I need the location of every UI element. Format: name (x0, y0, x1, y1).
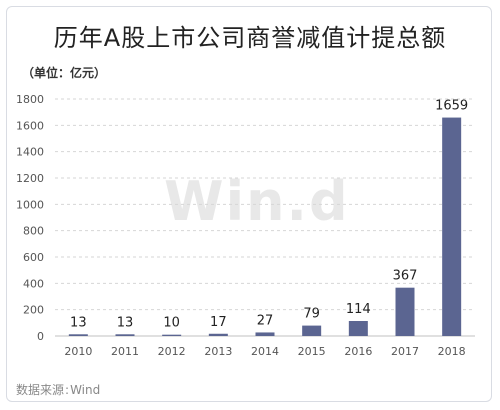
x-tick-label: 2010 (64, 345, 92, 358)
y-tick-label: 600 (23, 251, 44, 264)
bar-2010 (68, 334, 88, 336)
bar-2011 (115, 334, 135, 336)
bar-2014 (255, 332, 275, 336)
data-label: 1659 (435, 99, 468, 114)
y-tick-label: 200 (23, 304, 44, 317)
x-tick-label: 2012 (158, 345, 186, 358)
bar-2016 (348, 320, 368, 336)
source-prefix: 数据来源 (16, 383, 65, 397)
data-source: 数据来源:Wind (16, 381, 100, 398)
x-tick-label: 2014 (251, 345, 279, 358)
source-value: Wind (70, 383, 101, 397)
x-tick-label: 2017 (391, 345, 419, 358)
data-label: 13 (70, 315, 87, 330)
y-tick-label: 1600 (16, 119, 44, 132)
y-tick-label: 1400 (16, 146, 44, 159)
bar-2017 (395, 287, 415, 336)
data-label: 17 (210, 315, 227, 330)
y-tick-label: 0 (37, 330, 44, 343)
x-tick-label: 2015 (298, 345, 326, 358)
bar-2015 (302, 325, 322, 336)
source-colon: : (65, 383, 70, 397)
x-tick-label: 2013 (204, 345, 232, 358)
unit-label: （单位：亿元） (22, 66, 107, 80)
y-tick-label: 400 (23, 277, 44, 290)
watermark-logo: Win.d (164, 170, 350, 233)
x-tick-label: 2018 (438, 345, 466, 358)
y-tick-label: 1800 (16, 93, 44, 106)
chart-title: 历年A股上市公司商誉减值计提总额 (53, 24, 447, 52)
bar-2013 (208, 333, 228, 336)
x-tick-label: 2011 (111, 345, 139, 358)
data-label: 10 (163, 316, 180, 331)
y-tick-label: 800 (23, 225, 44, 238)
data-label: 79 (303, 307, 320, 322)
bar-2018 (442, 117, 462, 336)
data-label: 114 (346, 302, 371, 317)
y-tick-label: 1000 (16, 198, 44, 211)
x-tick-label: 2016 (344, 345, 372, 358)
data-label: 27 (257, 313, 274, 328)
data-label: 367 (393, 269, 418, 284)
data-label: 13 (117, 315, 134, 330)
y-tick-label: 1200 (16, 172, 44, 185)
bar-2012 (162, 334, 182, 336)
